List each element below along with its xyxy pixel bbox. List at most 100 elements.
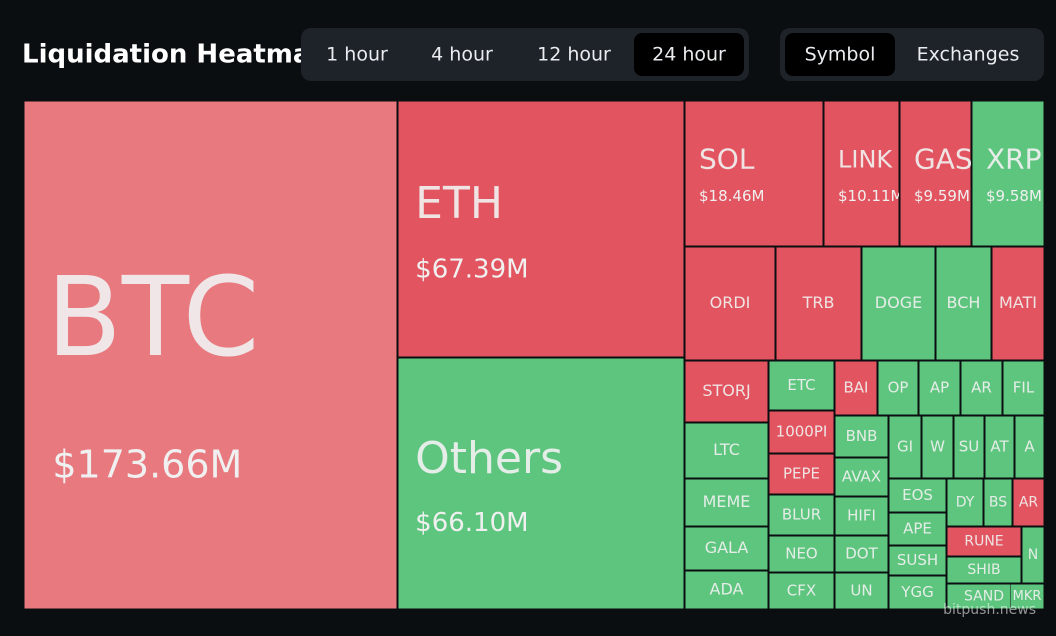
tile[interactable]: YGG — [889, 576, 946, 609]
tile-rect[interactable] — [992, 247, 1044, 360]
tile-rect[interactable] — [835, 416, 888, 457]
tile-rect[interactable] — [889, 479, 946, 512]
tile-rect[interactable] — [1022, 527, 1044, 583]
tile[interactable]: TRB — [776, 247, 861, 360]
time-tab[interactable] — [634, 33, 744, 76]
tile[interactable]: MEME — [685, 479, 768, 526]
tile[interactable]: RUNE — [947, 527, 1021, 556]
tile-rect[interactable] — [24, 101, 397, 609]
tile-rect[interactable] — [961, 361, 1002, 415]
tile-rect[interactable] — [835, 536, 888, 572]
tile[interactable]: BLUR — [769, 495, 834, 535]
tile[interactable]: AR — [961, 361, 1002, 415]
tile-rect[interactable] — [947, 584, 1021, 609]
tile[interactable]: DY — [947, 479, 983, 526]
tile-rect[interactable] — [889, 576, 946, 609]
tile-rect[interactable] — [954, 416, 984, 478]
time-tab-label[interactable]: 24 hour — [652, 44, 726, 66]
tile-rect[interactable] — [889, 513, 946, 545]
tile-rect[interactable] — [1015, 416, 1044, 478]
tile[interactable]: N — [1022, 527, 1044, 583]
tile[interactable]: 1000PI — [769, 411, 834, 453]
tile[interactable]: NEO — [769, 536, 834, 572]
tile-rect[interactable] — [922, 416, 953, 478]
tile-rect[interactable] — [984, 479, 1012, 526]
tile-rect[interactable] — [769, 361, 834, 410]
tile-rect[interactable] — [889, 546, 946, 575]
tile[interactable]: UN — [835, 573, 888, 609]
view-tab-label[interactable]: Symbol — [805, 44, 876, 66]
tile-rect[interactable] — [1013, 479, 1044, 526]
view-tab-label[interactable]: Exchanges — [917, 44, 1020, 66]
tile-rect[interactable] — [685, 361, 768, 422]
tile[interactable]: HIFI — [835, 497, 888, 535]
tile[interactable]: SOL $18.46M — [685, 101, 823, 246]
tile-rect[interactable] — [769, 573, 834, 609]
tile-rect[interactable] — [835, 458, 888, 496]
tile[interactable]: GI — [889, 416, 921, 478]
tile[interactable]: AVAX — [835, 458, 888, 496]
time-tab-label[interactable]: 12 hour — [537, 44, 611, 66]
tile[interactable]: GALA — [685, 527, 768, 570]
tile[interactable]: PEPE — [769, 454, 834, 494]
view-tab[interactable] — [785, 33, 895, 76]
tile[interactable]: W — [922, 416, 953, 478]
tile[interactable]: ETC — [769, 361, 834, 410]
tile-rect[interactable] — [685, 527, 768, 570]
tile[interactable]: MKR — [1010, 584, 1044, 609]
tile-rect[interactable] — [824, 101, 899, 246]
tile-rect[interactable] — [947, 557, 1021, 583]
tile-rect[interactable] — [685, 423, 768, 478]
tile[interactable]: BS — [984, 479, 1012, 526]
tile-rect[interactable] — [398, 101, 684, 357]
tile-rect[interactable] — [769, 411, 834, 453]
time-tab-label[interactable]: 1 hour — [326, 44, 388, 66]
tile-rect[interactable] — [936, 247, 991, 360]
tile-rect[interactable] — [769, 536, 834, 572]
tile-rect[interactable] — [878, 361, 918, 415]
tile[interactable]: SU — [954, 416, 984, 478]
tile[interactable]: ETH $67.39M — [398, 101, 684, 357]
tile-rect[interactable] — [919, 361, 960, 415]
tile-rect[interactable] — [835, 497, 888, 535]
tile[interactable]: BTC $173.66M — [24, 101, 397, 609]
tile-rect[interactable] — [685, 571, 768, 609]
tile-rect[interactable] — [947, 479, 983, 526]
tile-rect[interactable] — [769, 495, 834, 535]
tile-rect[interactable] — [685, 101, 823, 246]
tile-rect[interactable] — [769, 454, 834, 494]
tile-rect[interactable] — [889, 416, 921, 478]
tile-rect[interactable] — [685, 479, 768, 526]
tile[interactable]: MATI — [992, 247, 1044, 360]
tile[interactable]: XRP $9.58M — [972, 101, 1044, 246]
tile[interactable]: BAI — [835, 361, 877, 415]
tile-rect[interactable] — [835, 361, 877, 415]
tile[interactable]: Others $66.10M — [398, 358, 684, 609]
tile[interactable]: BCH — [936, 247, 991, 360]
tile[interactable]: SAND — [947, 584, 1021, 609]
tile[interactable]: AT — [985, 416, 1014, 478]
tile[interactable]: A — [1015, 416, 1044, 478]
tile-rect[interactable] — [685, 247, 775, 360]
tile[interactable]: DOGE — [862, 247, 935, 360]
tile[interactable]: LTC — [685, 423, 768, 478]
tile[interactable]: CFX — [769, 573, 834, 609]
tile-rect[interactable] — [1003, 361, 1044, 415]
tile-rect[interactable] — [835, 573, 888, 609]
tile-rect[interactable] — [1010, 584, 1044, 609]
time-tab-label[interactable]: 4 hour — [431, 44, 493, 66]
tile[interactable]: STORJ — [685, 361, 768, 422]
tile[interactable]: APE — [889, 513, 946, 545]
tile[interactable]: BNB — [835, 416, 888, 457]
tile[interactable]: AR — [1013, 479, 1044, 526]
tile-rect[interactable] — [947, 527, 1021, 556]
tile[interactable]: ORDI — [685, 247, 775, 360]
tile-rect[interactable] — [776, 247, 861, 360]
tile[interactable]: GAS $9.59M — [900, 101, 973, 246]
tile[interactable]: EOS — [889, 479, 946, 512]
tile[interactable]: DOT — [835, 536, 888, 572]
tile[interactable]: ADA — [685, 571, 768, 609]
tile[interactable]: LINK $10.11M — [824, 101, 903, 246]
tile-rect[interactable] — [972, 101, 1044, 246]
tile-rect[interactable] — [985, 416, 1014, 478]
